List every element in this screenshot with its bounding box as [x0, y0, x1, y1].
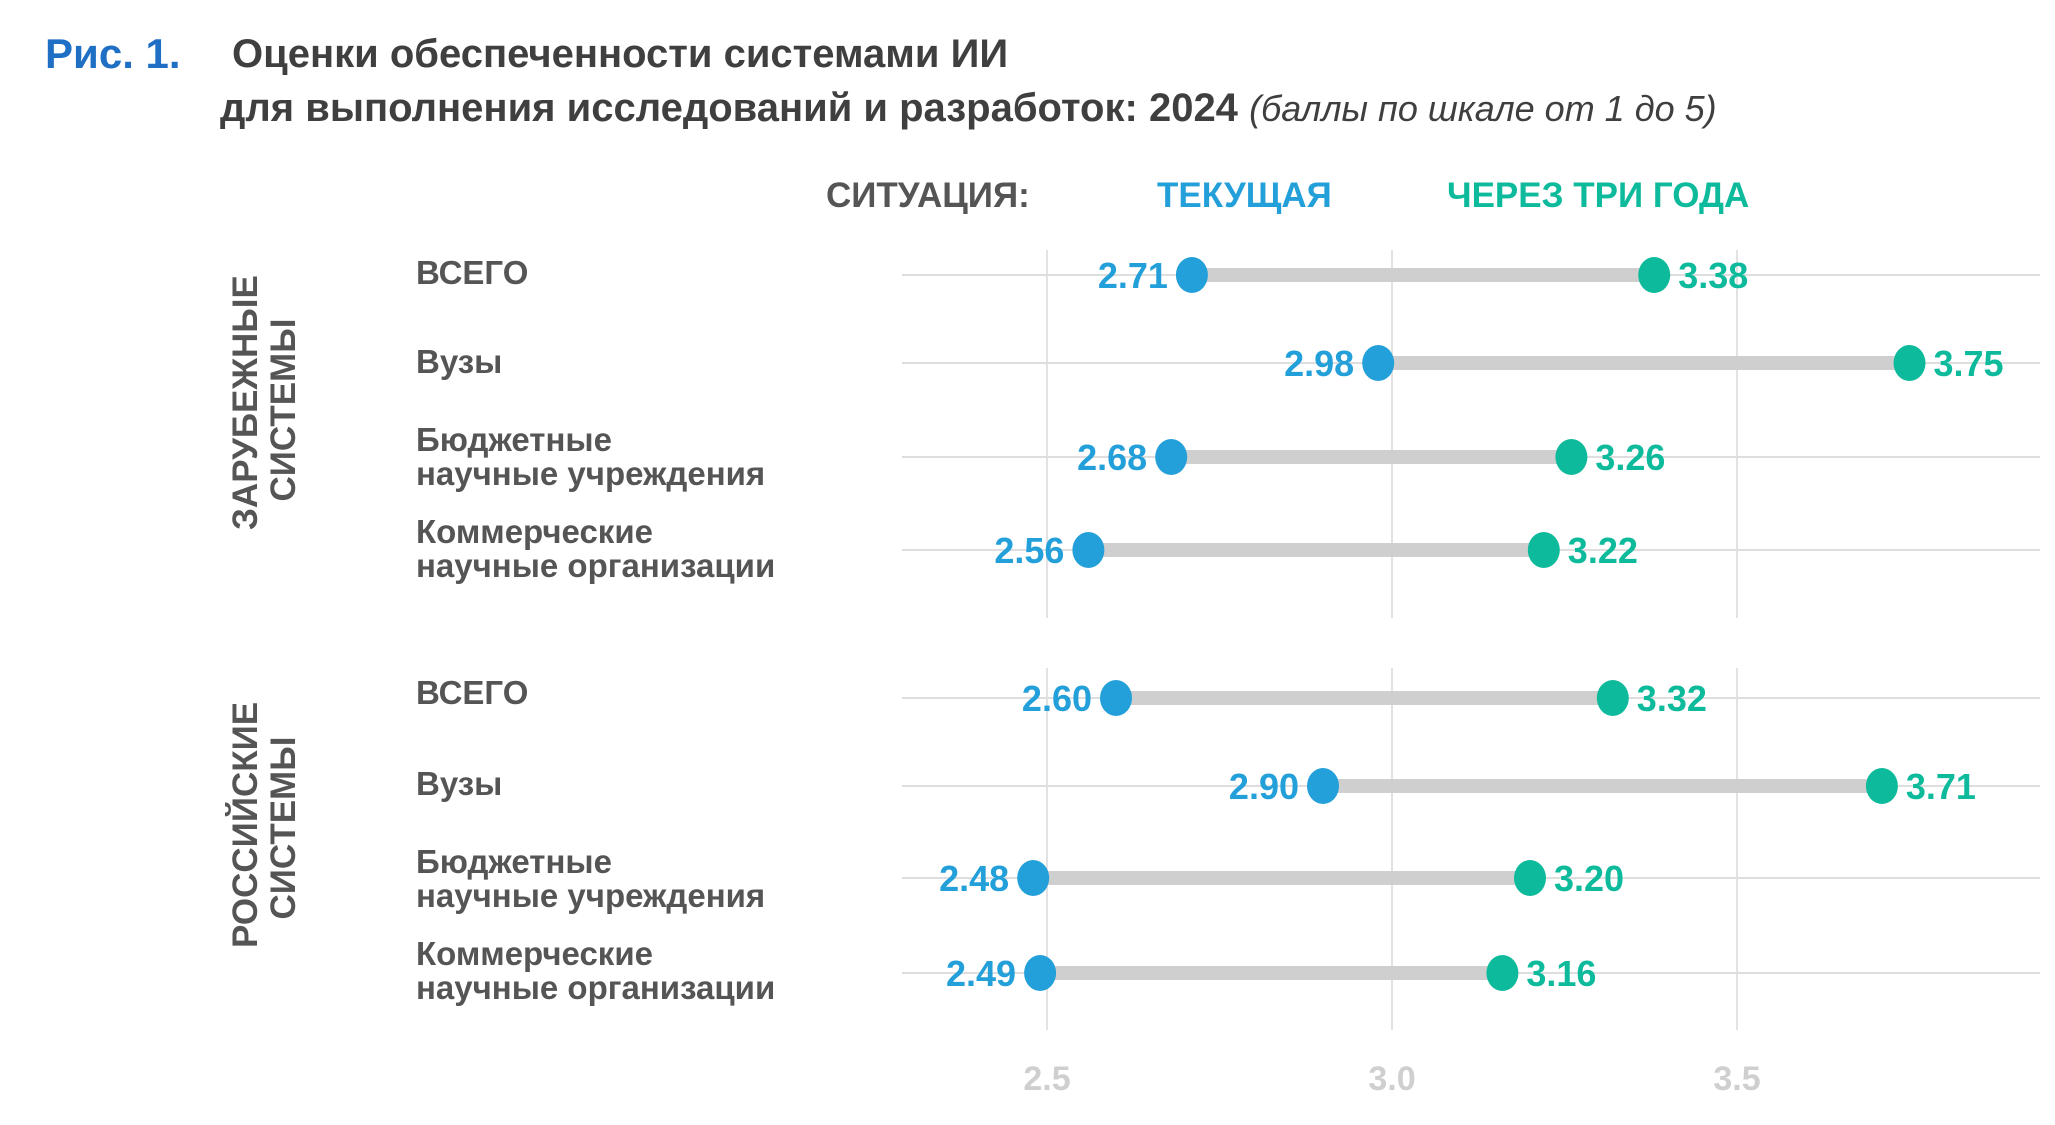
x-tick-label: 3.5: [1713, 1060, 1760, 1098]
current-point: [1362, 345, 1395, 381]
figure-number: Рис. 1.: [45, 30, 181, 77]
future-value-label: 3.75: [1934, 343, 2004, 384]
row-label: Вузы: [416, 345, 502, 379]
row-label-line1: ВСЕГО: [416, 254, 529, 291]
future-value-label: 3.71: [1906, 766, 1976, 807]
current-point: [1072, 532, 1105, 568]
current-value-label: 2.98: [1284, 343, 1354, 384]
future-value-label: 3.32: [1637, 678, 1707, 719]
future-point: [1893, 345, 1926, 381]
current-point: [1155, 439, 1188, 475]
row-label-line1: Вузы: [416, 765, 503, 802]
future-point: [1527, 532, 1560, 568]
x-tick-label: 2.5: [1023, 1060, 1070, 1098]
current-value-label: 2.49: [946, 953, 1016, 994]
current-point: [1307, 768, 1339, 804]
current-value-label: 2.71: [1098, 255, 1168, 296]
future-point: [1638, 257, 1671, 293]
row-label-line2: научные организации: [416, 969, 776, 1006]
row-label: Бюджетные научные учреждения: [416, 423, 765, 491]
future-point: [1865, 768, 1898, 804]
chart-title-main: для выполнения исследований и разработок…: [220, 86, 1238, 130]
current-value-label: 2.68: [1077, 437, 1147, 478]
future-point: [1514, 860, 1546, 896]
current-value-label: 2.90: [1229, 766, 1299, 807]
row-label: Бюджетные научные учреждения: [416, 845, 765, 913]
future-value-label: 3.38: [1678, 255, 1748, 296]
row-label-line1: Бюджетные: [416, 421, 612, 458]
future-point: [1486, 955, 1519, 991]
row-label-line2: научные организации: [416, 547, 776, 584]
future-point: [1555, 439, 1588, 475]
current-point: [1017, 860, 1050, 896]
row-label-line1: Коммерческие: [416, 935, 653, 972]
row-label-line1: Коммерческие: [416, 513, 653, 550]
row-label: Коммерческие научные организации: [416, 515, 775, 583]
future-value-label: 3.22: [1568, 530, 1638, 571]
current-point: [1175, 257, 1208, 293]
row-label: ВСЕГО: [416, 676, 528, 710]
row-label-line1: Бюджетные: [416, 843, 612, 880]
chart-subtitle: (баллы по шкале от 1 до 5): [1249, 88, 1717, 129]
row-label-line1: Вузы: [416, 343, 503, 380]
future-point: [1596, 680, 1629, 716]
future-value-label: 3.20: [1554, 858, 1624, 899]
current-point: [1024, 955, 1057, 991]
future-value-label: 3.26: [1595, 437, 1665, 478]
row-label-line2: научные учреждения: [416, 877, 766, 914]
current-value-label: 2.60: [1022, 678, 1092, 719]
future-value-label: 3.16: [1526, 953, 1596, 994]
current-point: [1100, 680, 1132, 716]
row-label-line2: научные учреждения: [416, 455, 766, 492]
row-label: Коммерческие научные организации: [416, 937, 775, 1005]
legend-future: ЧЕРЕЗ ТРИ ГОДА: [1447, 176, 1750, 215]
chart-title-line2: для выполнения исследований и разработок…: [220, 86, 1717, 131]
current-value-label: 2.48: [939, 858, 1009, 899]
row-label: ВСЕГО: [416, 256, 528, 290]
current-value-label: 2.56: [994, 530, 1064, 571]
chart-title-line1: Оценки обеспеченности системами ИИ: [232, 32, 1009, 76]
legend-current: ТЕКУЩАЯ: [1157, 176, 1332, 215]
legend-prefix: СИТУАЦИЯ:: [826, 176, 1030, 215]
row-label: Вузы: [416, 767, 502, 801]
row-label-line1: ВСЕГО: [416, 674, 529, 711]
x-tick-label: 3.0: [1368, 1060, 1415, 1098]
